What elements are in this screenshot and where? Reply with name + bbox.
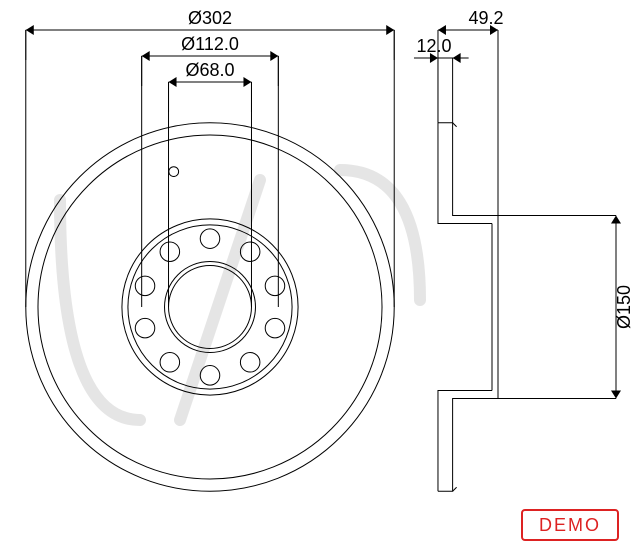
dim-label: 49.2 — [468, 8, 503, 28]
bolt-hole — [160, 242, 180, 262]
dim-label: 12.0 — [416, 36, 451, 56]
side-dimensions: 49.2 12.0 Ø150 — [414, 8, 634, 399]
demo-stamp: DEMO — [522, 510, 618, 540]
dim-label: Ø302 — [188, 8, 232, 28]
dim-label: Ø150 — [614, 285, 634, 329]
bolt-hole — [200, 229, 220, 249]
bolt-hole — [265, 276, 285, 296]
bolt-hole — [240, 242, 260, 262]
bolt-hole — [265, 318, 285, 338]
front-view — [26, 123, 394, 491]
demo-label: DEMO — [539, 515, 601, 535]
bolt-hole — [240, 353, 260, 373]
bolt-hole — [135, 276, 155, 296]
bolt-hole — [135, 318, 155, 338]
dim-label: Ø68.0 — [185, 60, 234, 80]
bolt-hole — [200, 366, 220, 386]
dim-label: Ø112.0 — [181, 34, 239, 54]
front-dimensions: Ø302 Ø112.0 Ø68.0 — [26, 8, 394, 307]
bolt-hole — [160, 353, 180, 373]
pilot-hole — [169, 167, 179, 177]
watermark — [60, 170, 420, 420]
drawing-canvas: Ø302 Ø112.0 Ø68.0 49.2 12.0 Ø150 DEMO — [0, 0, 639, 551]
side-view — [438, 123, 498, 491]
